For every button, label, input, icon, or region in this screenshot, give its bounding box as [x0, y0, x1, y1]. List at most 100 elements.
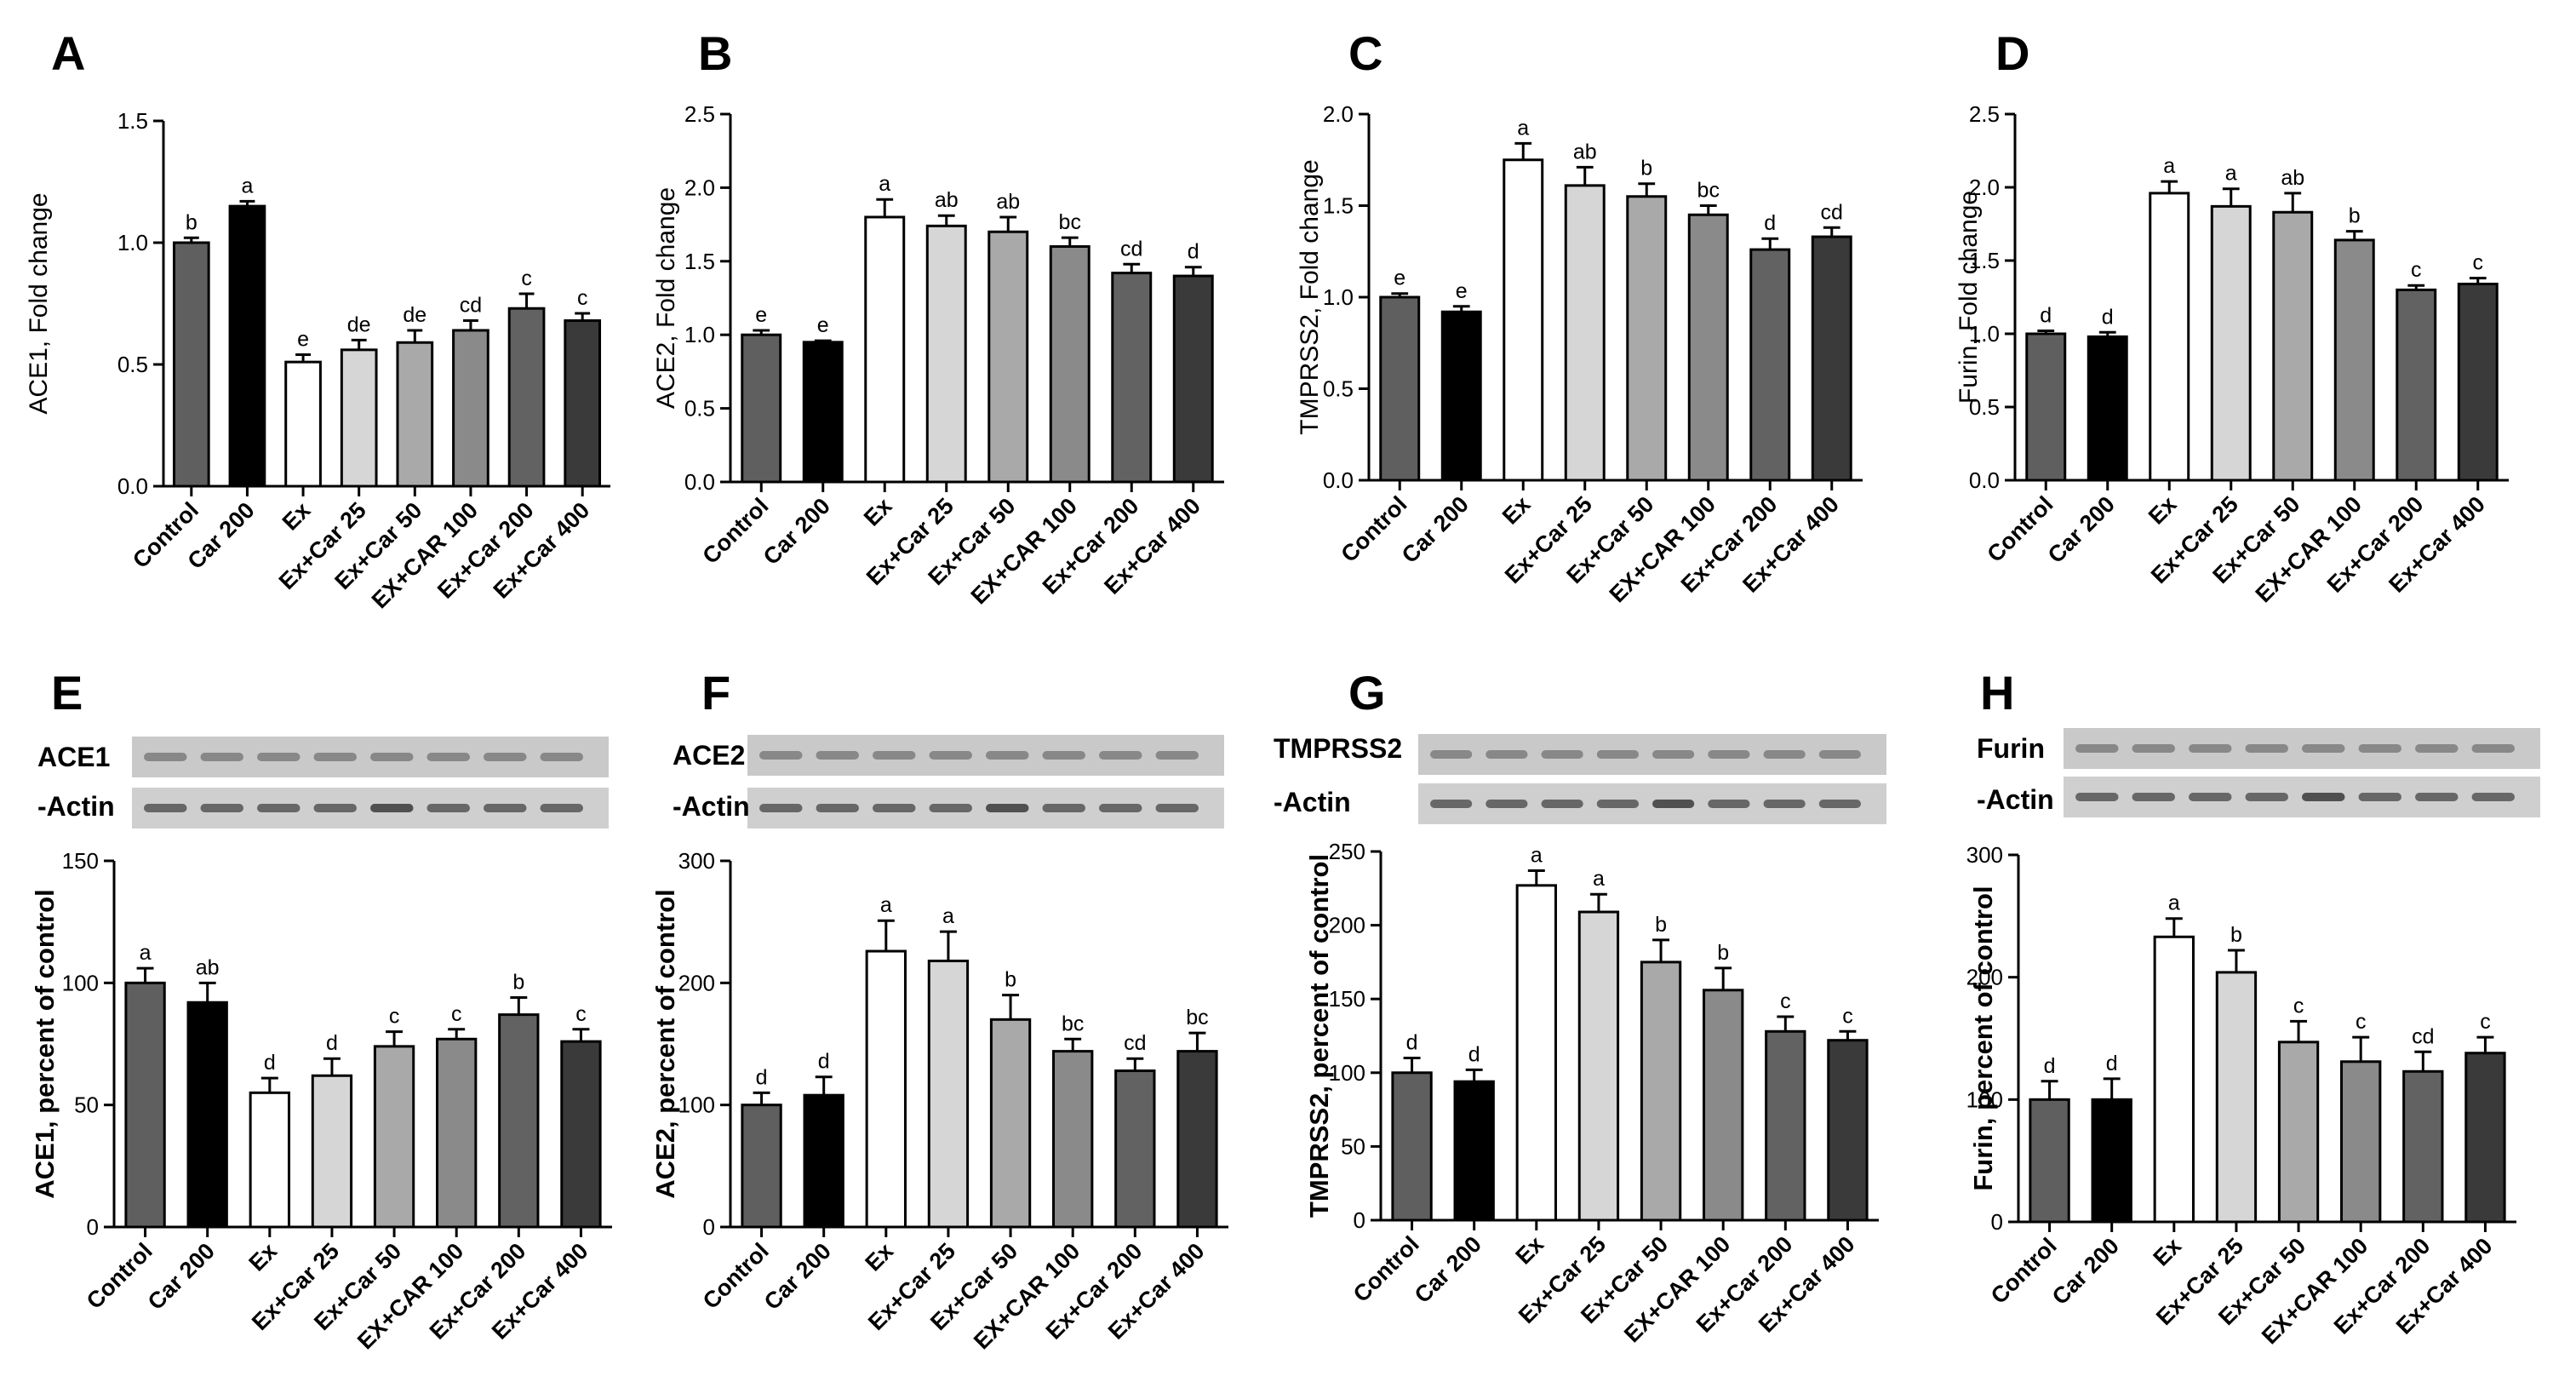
bar [803, 1093, 844, 1229]
bar [2333, 238, 2375, 482]
blot-background [2064, 728, 2540, 769]
panel-b: B 0.0 0.5 1.0 1.5 2.0 2.5 ACE2, Fold change e Con… [652, 26, 1224, 609]
bar [124, 981, 166, 1229]
bar [564, 319, 602, 488]
blot-band [200, 753, 243, 761]
blot-band [2471, 793, 2515, 801]
bar [802, 341, 844, 484]
significance-letter: bc [1697, 179, 1720, 203]
significance-letter: c [451, 1002, 462, 1026]
blot-band [1099, 751, 1142, 760]
significance-letter: c [2356, 1010, 2367, 1034]
target-blot-strip [1418, 734, 1886, 775]
y-tick-label: 2.0 [1969, 175, 2000, 200]
x-tick-label: Ex [1510, 1231, 1548, 1270]
blot-background [1418, 734, 1886, 775]
blot-background [747, 735, 1224, 776]
bar [507, 307, 546, 488]
bar [1640, 960, 1682, 1222]
blot-label-actin: -Actin [1977, 784, 2054, 815]
significance-letter: a [1593, 867, 1605, 891]
x-tick-label: Car 200 [758, 493, 835, 570]
bar [1172, 274, 1214, 484]
significance-letter: b [1005, 968, 1016, 992]
blot-band [986, 751, 1029, 760]
significance-letter: a [1517, 116, 1529, 140]
bar [249, 1091, 290, 1229]
blot-label-target: ACE2 [673, 740, 745, 771]
bar [2402, 1069, 2444, 1224]
bar [2210, 204, 2252, 482]
bar [186, 1001, 228, 1229]
significance-letter: bc [1059, 210, 1081, 234]
y-tick-label: 1.5 [117, 108, 148, 134]
x-tick-label: Control [1982, 491, 2058, 567]
blot-band [1818, 750, 1861, 759]
y-tick-label: 0.5 [684, 396, 715, 421]
bar [228, 204, 266, 488]
significance-letter: ab [1573, 140, 1597, 163]
significance-letter: bc [1186, 1006, 1208, 1029]
bar [741, 333, 782, 484]
y-tick-label: 300 [678, 848, 715, 874]
blot-band [873, 751, 916, 760]
y-tick-label: 1.0 [684, 322, 715, 347]
blot-band [2245, 744, 2288, 753]
x-tick-label: Ex [859, 493, 897, 531]
x-tick-label: Car 200 [2043, 491, 2120, 568]
bar [1626, 195, 1668, 482]
blot-band [1652, 800, 1695, 808]
blot-band [873, 804, 916, 812]
significance-letter: cd [460, 294, 482, 318]
significance-letter: ab [935, 188, 959, 212]
significance-letter: d [2102, 305, 2114, 329]
significance-letter: a [2163, 154, 2175, 178]
x-tick-label: Car 200 [2047, 1233, 2124, 1310]
blot-label-actin: -Actin [1274, 787, 1351, 817]
blot-band [2132, 793, 2175, 801]
bar [2025, 332, 2067, 482]
significance-letter: ab [2281, 166, 2304, 190]
panel-f: F ACE2 -Actin 0 100 200 300 ACE2, percent of co… [650, 666, 1228, 1354]
y-axis-label: TMPRSS2, percent of control [1304, 854, 1334, 1218]
bar [1049, 245, 1091, 484]
significance-letter: d [2106, 1052, 2118, 1075]
significance-letter: a [942, 904, 954, 928]
blot-band [1099, 804, 1142, 812]
bar [2340, 1060, 2382, 1224]
blot-label-actin: -Actin [37, 791, 115, 822]
bar [1379, 295, 1421, 482]
bar [1503, 158, 1544, 482]
blot-band [2302, 744, 2345, 753]
y-axis-label: ACE2, percent of control [650, 889, 680, 1198]
blot-band [540, 753, 583, 761]
significance-letter: b [2349, 204, 2361, 228]
y-tick-label: 2.5 [684, 101, 715, 127]
blot-band [2075, 793, 2119, 801]
panel-c: C 0.0 0.5 1.0 1.5 2.0 TMPRSS2, Fold change e Con… [1296, 26, 1863, 607]
blot-band [929, 804, 972, 812]
bar [864, 215, 906, 484]
blot-band [257, 753, 301, 761]
blot-band [313, 804, 357, 812]
x-tick-label: Ex [2144, 491, 2182, 530]
y-tick-label: 1.5 [684, 249, 715, 274]
significance-letter: d [264, 1051, 276, 1075]
panel-h: H Furin -Actin 0 100 200 300 Furin, percent of … [1966, 666, 2540, 1349]
bar [1577, 910, 1620, 1222]
y-tick-label: 1.0 [1323, 284, 1354, 310]
significance-letter: cd [2412, 1024, 2434, 1048]
significance-letter: a [1531, 844, 1543, 868]
y-axis-label: Furin, Fold change [1955, 191, 1983, 404]
blot-band [2132, 744, 2175, 753]
x-tick-label: Control [1336, 491, 1411, 567]
y-tick-label: 0 [1991, 1209, 2003, 1235]
blot-band [1596, 800, 1639, 808]
actin-blot-strip [132, 788, 609, 829]
blot-band [370, 804, 414, 812]
significance-letter: b [2230, 923, 2242, 947]
significance-letter: cd [1124, 1031, 1146, 1055]
blot-band [426, 804, 470, 812]
